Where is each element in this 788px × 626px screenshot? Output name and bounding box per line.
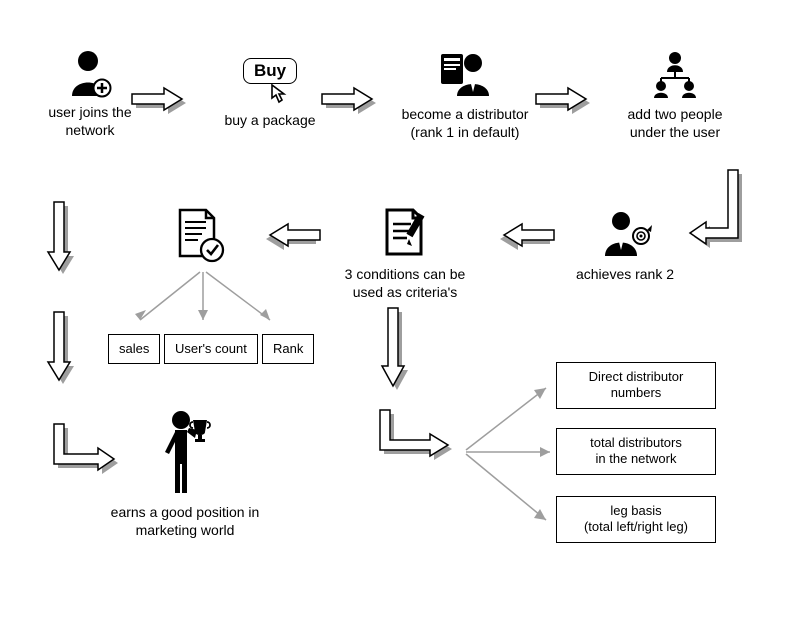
step-label: become a distributor(rank 1 in default) <box>380 106 550 141</box>
step-good-position: earns a good position inmarketing world <box>90 408 280 539</box>
trophy-person-icon <box>90 408 280 498</box>
step-label: add two peopleunder the user <box>600 106 750 141</box>
branch-sales: sales <box>108 334 160 364</box>
box-text: Direct distributornumbers <box>589 369 684 400</box>
branch-lines-left <box>110 268 310 338</box>
step-checklist-doc <box>145 206 255 272</box>
elbow-criteria-down <box>378 306 418 401</box>
box-text: Rank <box>273 341 303 356</box>
branch-direct-distributor: Direct distributornumbers <box>556 362 716 409</box>
target-person-icon <box>550 208 700 260</box>
elbow-left-2 <box>44 310 84 395</box>
arrow-left-2 <box>258 220 322 259</box>
box-text: User's count <box>175 341 247 356</box>
step-become-distributor: become a distributor(rank 1 in default) <box>380 48 550 141</box>
buy-button-label: Buy <box>243 58 297 84</box>
box-text: leg basis(total left/right leg) <box>584 503 688 534</box>
branch-rank: Rank <box>262 334 314 364</box>
branch-leg-basis: leg basis(total left/right leg) <box>556 496 716 543</box>
step-label: 3 conditions can beused as criteria's <box>320 266 490 301</box>
step-add-two-people: add two peopleunder the user <box>600 50 750 141</box>
branch-total-distributors: total distributorsin the network <box>556 428 716 475</box>
step-criteria: 3 conditions can beused as criteria's <box>320 206 490 301</box>
elbow-left-1 <box>44 200 84 285</box>
buy-button-icon: Buy <box>205 58 335 106</box>
box-text: total distributorsin the network <box>590 435 682 466</box>
step-label: buy a package <box>205 112 335 130</box>
checklist-document-icon <box>145 206 255 266</box>
edit-document-icon <box>320 206 490 260</box>
arrow-right-2 <box>320 84 384 123</box>
box-text: sales <box>119 341 149 356</box>
arrow-right-3 <box>534 84 598 123</box>
step-buy-package: Buy buy a package <box>205 58 335 130</box>
arrow-right-1 <box>130 84 194 123</box>
hierarchy-icon <box>600 50 750 100</box>
step-label: achieves rank 2 <box>550 266 700 284</box>
distributor-icon <box>380 48 550 100</box>
flowchart-canvas: user joins thenetwork Buy buy a package … <box>0 0 788 626</box>
branch-users-count: User's count <box>164 334 258 364</box>
arrow-left-1 <box>492 220 556 259</box>
elbow-criteria-right <box>370 408 460 473</box>
step-label: earns a good position inmarketing world <box>90 504 280 539</box>
step-achieves-rank2: achieves rank 2 <box>550 208 700 284</box>
